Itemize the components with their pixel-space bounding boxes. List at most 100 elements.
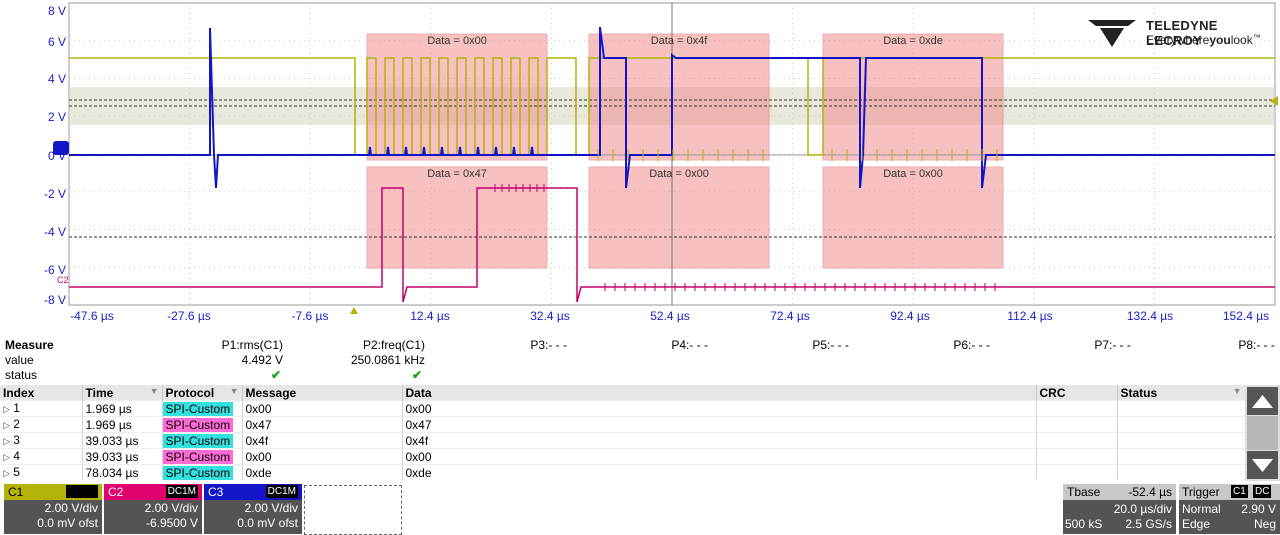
measure-param[interactable]: P2:freq(C1): [362, 338, 425, 352]
x-tick-label: -47.6 µs: [70, 309, 114, 323]
cell-data: 0x00: [402, 400, 1037, 417]
cell-crc: [1036, 400, 1118, 417]
cell-data: 0xde: [402, 464, 1037, 480]
measure-value: 4.492 V: [241, 353, 283, 367]
measure-row-label: status: [5, 368, 38, 382]
x-tick-label: 72.4 µs: [770, 309, 810, 323]
y-tick-label: 6 V: [47, 35, 66, 49]
decode-label: Data = 0xde: [883, 35, 943, 47]
cell-status: [1117, 400, 1246, 417]
sample-count: 500 kS: [1065, 517, 1103, 531]
timebase-descriptor[interactable]: Tbase -52.4 µs 20.0 µs/div 500 kS 2.5 GS…: [1063, 484, 1176, 534]
column-header-time[interactable]: Time ▼: [82, 385, 163, 401]
measure-param[interactable]: P3:- - -: [530, 338, 567, 352]
expand-triangle-icon[interactable]: ▷: [3, 420, 10, 430]
y-tick-label: 2 V: [47, 110, 66, 124]
cell-crc: [1036, 416, 1118, 433]
arrow-up-icon: [1252, 395, 1273, 408]
cell-message: 0x00: [242, 400, 403, 417]
column-header-status[interactable]: Status ▼: [1117, 385, 1246, 401]
column-header-index[interactable]: Index: [0, 385, 83, 401]
measure-param[interactable]: P8:- - -: [1238, 338, 1275, 352]
trace-c3: [69, 26, 1275, 189]
measure-param[interactable]: P7:- - -: [1094, 338, 1131, 352]
decode-label: Data = 0x00: [427, 35, 487, 47]
measure-param[interactable]: P5:- - -: [812, 338, 849, 352]
expand-triangle-icon[interactable]: ▷: [3, 452, 10, 462]
column-header-message[interactable]: Message: [242, 385, 403, 401]
y-tick-label: -6 V: [43, 263, 66, 277]
coupling-badge: DC1M: [65, 485, 98, 498]
empty-descriptor-slot[interactable]: [304, 485, 402, 535]
x-tick-label: -7.6 µs: [291, 309, 329, 323]
column-header-protocol[interactable]: Protocol ▼: [162, 385, 243, 401]
checkmark-icon: ✔: [412, 368, 423, 382]
cell-status: [1117, 416, 1246, 433]
x-tick-label: 112.4 µs: [1007, 309, 1053, 323]
protocol-tag: SPI-Custom: [162, 449, 234, 464]
trace-c1: [69, 57, 1275, 156]
c3-ground-marker: [53, 141, 69, 155]
protocol-tag: SPI-Custom: [162, 417, 234, 432]
channel-descriptor-c2[interactable]: C2 DC1M 2.00 V/div -6.9500 V: [104, 484, 202, 534]
channel-offset: 0.0 mV ofst: [37, 516, 98, 530]
measure-title: Measure: [5, 338, 54, 352]
scroll-up-button[interactable]: [1247, 387, 1278, 415]
y-tick-label: 4 V: [47, 72, 66, 86]
x-tick-label: 12.4 µs: [410, 309, 450, 323]
scroll-track[interactable]: [1247, 416, 1278, 450]
cell-time: 78.034 µs: [82, 464, 163, 480]
measure-param[interactable]: P6:- - -: [953, 338, 990, 352]
sort-arrow-icon[interactable]: ▼: [149, 385, 159, 396]
expand-triangle-icon[interactable]: ▷: [3, 468, 10, 478]
table-scrollbar[interactable]: [1245, 385, 1280, 481]
coupling-badge: DC1M: [265, 485, 298, 498]
cell-data: 0x00: [402, 448, 1037, 465]
expand-triangle-icon[interactable]: ▷: [3, 436, 10, 446]
trigger-coupling-badge: DC: [1253, 485, 1272, 498]
channel-offset: -6.9500 V: [145, 516, 198, 530]
timebase-delay: -52.4 µs: [1128, 485, 1172, 499]
decode-box-top-2: [588, 33, 770, 161]
table-row[interactable]: ▷ 3 39.033 µs SPI-Custom 0x4f 0x4f: [0, 432, 1246, 449]
cell-crc: [1036, 464, 1118, 480]
cell-time: 1.969 µs: [82, 400, 163, 417]
trigger-label: Trigger: [1182, 485, 1220, 499]
channel-descriptor-c3[interactable]: C3 DC1M 2.00 V/div 0.0 mV ofst: [204, 484, 302, 534]
column-header-crc[interactable]: CRC: [1036, 385, 1118, 401]
cell-time: 39.033 µs: [82, 448, 163, 465]
decode-box-bottom-1: [366, 166, 548, 269]
measure-param[interactable]: P1:rms(C1): [221, 338, 283, 352]
volts-per-div: 2.00 V/div: [144, 501, 198, 515]
trigger-descriptor[interactable]: Trigger C1 DC Normal 2.90 V Edge Neg: [1179, 484, 1280, 534]
y-tick-label: -8 V: [43, 293, 66, 307]
trigger-slope: Neg: [1253, 517, 1276, 531]
measure-param[interactable]: P4:- - -: [671, 338, 708, 352]
sort-arrow-icon[interactable]: ▼: [229, 385, 239, 396]
sort-arrow-icon[interactable]: ▼: [1232, 385, 1242, 396]
measure-row-label: value: [5, 353, 34, 367]
table-row[interactable]: ▷ 5 78.034 µs SPI-Custom 0xde 0xde: [0, 464, 1246, 480]
cell-crc: [1036, 432, 1118, 449]
table-row[interactable]: ▷ 2 1.969 µs SPI-Custom 0x47 0x47: [0, 416, 1246, 433]
table-row[interactable]: ▷ 4 39.033 µs SPI-Custom 0x00 0x00: [0, 448, 1246, 465]
decode-label: Data = 0x47: [427, 168, 487, 180]
timebase-label: Tbase: [1067, 485, 1101, 499]
decode-label: Data = 0x00: [883, 168, 943, 180]
y-tick-label: 8 V: [47, 4, 66, 18]
cell-data: 0x4f: [402, 432, 1037, 449]
cell-time: 39.033 µs: [82, 432, 163, 449]
checkmark-icon: ✔: [271, 368, 282, 382]
channel-descriptor-c1[interactable]: C1 DC1M 2.00 V/div 0.0 mV ofst: [4, 484, 102, 534]
brand-logo: TELEDYNE LECROY Everywhereyoulook™: [1086, 16, 1276, 50]
scroll-down-button[interactable]: [1247, 451, 1278, 479]
column-header-data[interactable]: Data: [402, 385, 1037, 401]
trigger-mode: Normal: [1182, 502, 1221, 516]
channel-offset: 0.0 mV ofst: [237, 516, 298, 530]
x-tick-label: 32.4 µs: [530, 309, 570, 323]
expand-triangle-icon[interactable]: ▷: [3, 404, 10, 414]
decode-label: Data = 0x4f: [650, 35, 708, 47]
table-row[interactable]: ▷ 1 1.969 µs SPI-Custom 0x00 0x00: [0, 400, 1246, 417]
scope-display[interactable]: 8 V 6 V 4 V 2 V 0 V -2 V -4 V -6 V -8 V …: [0, 0, 1280, 326]
trigger-position-marker: [350, 307, 358, 314]
